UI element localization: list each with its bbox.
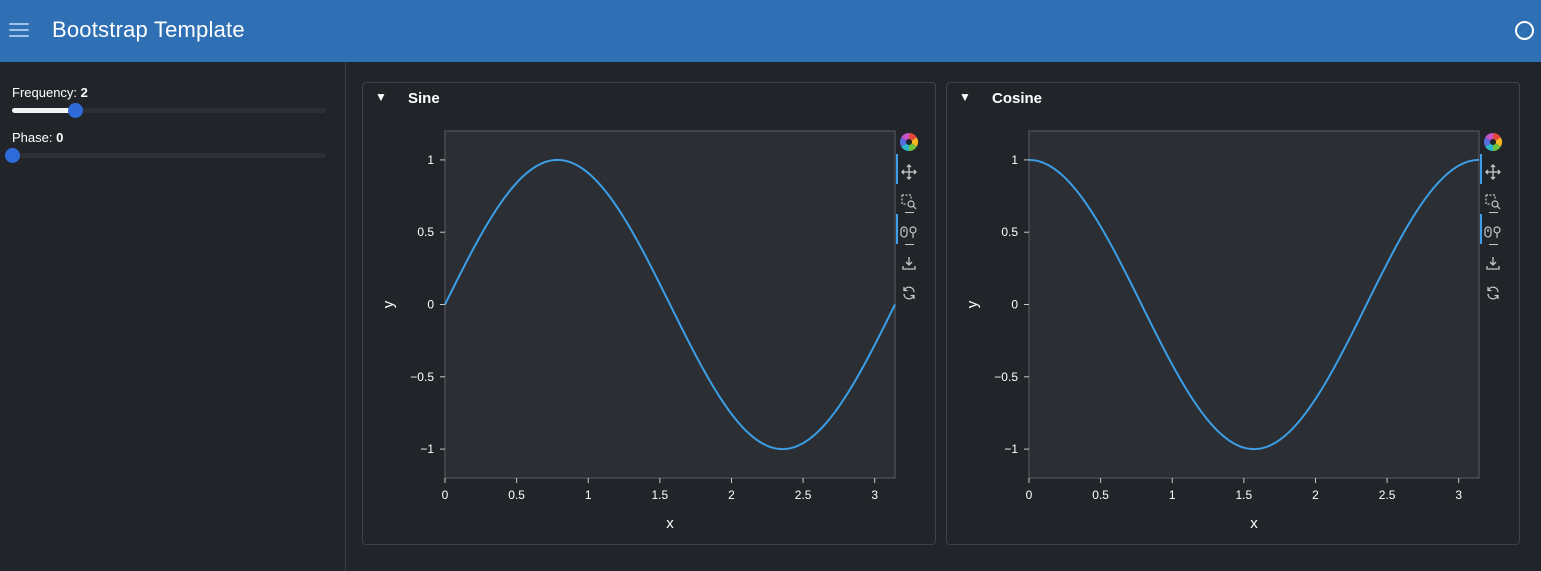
sine-card-header: ▼ Sine bbox=[363, 83, 935, 113]
x-tick-label: 2.5 bbox=[1379, 488, 1396, 502]
wheel-zoom-icon[interactable] bbox=[1480, 220, 1506, 244]
phase-label: Phase: 0 bbox=[12, 130, 64, 145]
collapse-toggle-icon[interactable]: ▼ bbox=[959, 90, 971, 104]
y-tick-label: 0.5 bbox=[417, 225, 434, 239]
x-tick-label: 0 bbox=[442, 488, 449, 502]
wheel-zoom-active-indicator bbox=[1480, 214, 1482, 244]
y-tick-label: −0.5 bbox=[994, 370, 1018, 384]
x-tick-label: 0.5 bbox=[1092, 488, 1109, 502]
sidebar: Frequency: 2 Phase: 0 bbox=[0, 62, 346, 571]
x-tick-label: 0 bbox=[1026, 488, 1033, 502]
phase-slider-handle[interactable] bbox=[5, 148, 20, 163]
wheel-zoom-active-indicator bbox=[896, 214, 898, 244]
x-tick-label: 1.5 bbox=[652, 488, 669, 502]
frequency-label: Frequency: 2 bbox=[12, 85, 88, 100]
x-tick-label: 2 bbox=[728, 488, 735, 502]
y-tick-label: −0.5 bbox=[410, 370, 434, 384]
phase-slider-widget: Phase: 0 bbox=[5, 130, 326, 163]
cosine-plot-toolbar bbox=[1480, 130, 1506, 310]
frequency-slider-widget: Frequency: 2 bbox=[12, 85, 326, 118]
y-tick-label: 0.5 bbox=[1001, 225, 1018, 239]
x-tick-label: 3 bbox=[871, 488, 878, 502]
y-tick-label: 1 bbox=[427, 153, 434, 167]
pan-icon[interactable] bbox=[896, 160, 922, 184]
toolbar-divider bbox=[905, 244, 914, 245]
x-tick-label: 1 bbox=[585, 488, 592, 502]
y-tick-label: 0 bbox=[1011, 298, 1018, 312]
x-tick-label: 1 bbox=[1169, 488, 1176, 502]
phase-slider[interactable] bbox=[5, 148, 326, 163]
bokeh-logo-icon[interactable] bbox=[896, 130, 922, 154]
busy-indicator-icon bbox=[1515, 21, 1534, 40]
series-line bbox=[444, 158, 896, 451]
save-icon[interactable] bbox=[1480, 251, 1506, 275]
pan-active-indicator bbox=[896, 154, 898, 184]
x-tick-label: 2 bbox=[1312, 488, 1319, 502]
sine-card-title: Sine bbox=[408, 90, 440, 107]
sine-card: ▼ Sine 1 0.5 0 −0.5 −1 0 0.5 1 1.5 2 2.5 3 x y bbox=[362, 82, 936, 545]
cosine-card-title: Cosine bbox=[992, 90, 1043, 107]
y-tick-label: −1 bbox=[420, 442, 434, 456]
y-tick-label: 1 bbox=[1011, 153, 1018, 167]
frequency-slider-fill bbox=[12, 108, 75, 113]
collapse-toggle-icon[interactable]: ▼ bbox=[375, 90, 387, 104]
bokeh-logo-icon[interactable] bbox=[1480, 130, 1506, 154]
cosine-card: ▼ Cosine 1 0.5 0 −0.5 −1 0 0.5 1 1.5 2 2.5 3 x y bbox=[946, 82, 1520, 545]
box-zoom-icon[interactable] bbox=[896, 190, 922, 214]
sine-plot-toolbar bbox=[896, 130, 922, 310]
toolbar-divider bbox=[1489, 244, 1498, 245]
hamburger-menu-icon[interactable] bbox=[9, 21, 29, 39]
reset-icon[interactable] bbox=[1480, 281, 1506, 305]
toolbar-divider bbox=[905, 212, 914, 213]
cosine-card-header: ▼ Cosine bbox=[947, 83, 1519, 113]
y-axis-label: y bbox=[964, 300, 981, 308]
frequency-slider-handle[interactable] bbox=[67, 103, 83, 118]
y-tick-label: 0 bbox=[427, 298, 434, 312]
sine-plot[interactable]: 1 0.5 0 −0.5 −1 0 0.5 1 1.5 2 2.5 3 x y bbox=[363, 83, 937, 546]
reset-icon[interactable] bbox=[896, 281, 922, 305]
app-header: Bootstrap Template bbox=[0, 0, 1541, 62]
save-icon[interactable] bbox=[896, 251, 922, 275]
cosine-plot[interactable]: 1 0.5 0 −0.5 −1 0 0.5 1 1.5 2 2.5 3 x y bbox=[947, 83, 1521, 546]
main-area: ▼ Sine 1 0.5 0 −0.5 −1 0 0.5 1 1.5 2 2.5 3 x y ▼ Cosi… bbox=[347, 62, 1541, 571]
app-title: Bootstrap Template bbox=[52, 17, 245, 42]
box-zoom-icon[interactable] bbox=[1480, 190, 1506, 214]
x-tick-label: 1.5 bbox=[1236, 488, 1253, 502]
x-tick-label: 2.5 bbox=[795, 488, 812, 502]
plot-area bbox=[1028, 130, 1480, 479]
x-tick-label: 3 bbox=[1455, 488, 1462, 502]
x-axis-label: x bbox=[666, 515, 674, 532]
y-tick-label: −1 bbox=[1004, 442, 1018, 456]
phase-value: 0 bbox=[56, 130, 64, 145]
wheel-zoom-icon[interactable] bbox=[896, 220, 922, 244]
pan-active-indicator bbox=[1480, 154, 1482, 184]
series-line bbox=[1028, 158, 1480, 451]
pan-icon[interactable] bbox=[1480, 160, 1506, 184]
frequency-slider[interactable] bbox=[12, 103, 326, 118]
x-axis-label: x bbox=[1250, 515, 1258, 532]
frequency-value: 2 bbox=[80, 85, 88, 100]
y-axis-label: y bbox=[380, 300, 397, 308]
x-tick-label: 0.5 bbox=[508, 488, 525, 502]
toolbar-divider bbox=[1489, 212, 1498, 213]
